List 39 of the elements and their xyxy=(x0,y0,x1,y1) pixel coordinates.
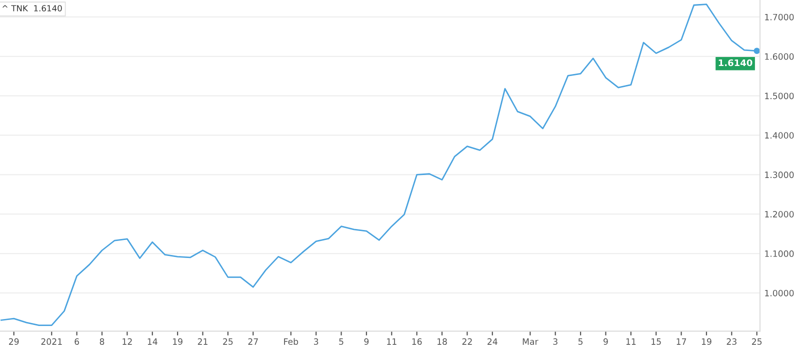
x-tick-label: 5 xyxy=(339,338,344,345)
y-tick-label: 1.0000 xyxy=(765,290,794,296)
x-tick-label: 11 xyxy=(387,338,396,345)
x-tick-label: 2021 xyxy=(41,338,62,345)
x-tick-label: 19 xyxy=(173,338,182,345)
x-tick-label: 23 xyxy=(726,338,736,345)
x-tick-label: 5 xyxy=(578,338,583,345)
x-tick-label: Feb xyxy=(284,338,298,345)
x-tick-label: Mar xyxy=(522,338,538,345)
x-tick-label: 27 xyxy=(248,338,258,345)
x-tick-label: 19 xyxy=(702,338,712,345)
x-tick-label: 22 xyxy=(462,338,472,345)
annotation: 1.6140 xyxy=(718,59,752,66)
x-tick-label: 3 xyxy=(314,338,318,345)
x-tick-label: 25 xyxy=(752,338,762,345)
y-tick-label: 1.2000 xyxy=(765,210,794,218)
x-tick-label: 12 xyxy=(122,338,132,345)
x-tick-label: 9 xyxy=(604,338,608,345)
x-tick-label: 15 xyxy=(652,338,661,345)
y-tick-label: 1.7000 xyxy=(765,14,794,20)
x-tick-label: 16 xyxy=(412,338,422,345)
annotation: ^ TNK 1.6140 xyxy=(2,5,62,12)
x-tick-label: 3 xyxy=(553,338,558,345)
y-tick-label: 1.4000 xyxy=(765,132,794,139)
x-tick-label: 21 xyxy=(198,338,208,345)
x-tick-label: 18 xyxy=(437,338,447,345)
x-tick-label: 25 xyxy=(223,338,233,345)
y-tick-label: 1.6000 xyxy=(765,53,794,60)
y-tick-label: 1.3000 xyxy=(765,172,794,178)
x-tick-label: 11 xyxy=(626,338,636,345)
x-tick-label: 8 xyxy=(100,338,104,345)
y-tick-label: 1.1000 xyxy=(765,250,794,257)
x-tick-label: 29 xyxy=(9,338,19,345)
y-tick-label: 1.5000 xyxy=(765,92,794,100)
x-tick-label: 9 xyxy=(364,338,369,345)
x-tick-label: 24 xyxy=(488,338,498,345)
x-tick-label: 14 xyxy=(148,338,158,345)
x-tick-label: 17 xyxy=(676,338,686,345)
x-tick-label: 6 xyxy=(74,338,80,345)
